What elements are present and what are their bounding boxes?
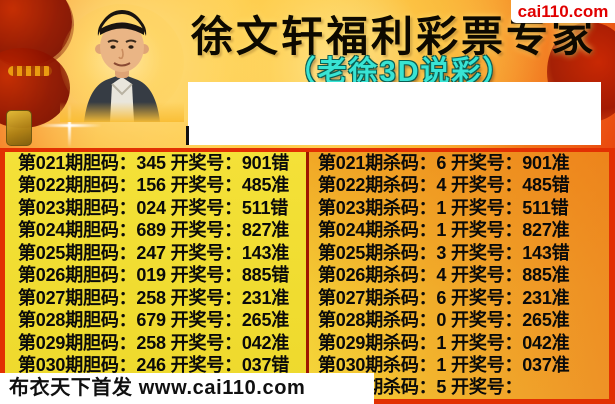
dan-code-row: 第022期胆码：156 开奖号：485准: [18, 175, 290, 196]
dan-code-row: 第030期胆码：246 开奖号：037错: [18, 354, 290, 375]
gold-ingot-decoration: [6, 110, 32, 146]
watermark-strip: 布衣天下首发 www.cai110.com: [0, 373, 374, 404]
dan-code-row: 第023期胆码：024 开奖号：511错: [18, 197, 289, 218]
kill-code-row: 第029期杀码：1 开奖号：042准: [318, 332, 570, 353]
kill-code-column: 第021期杀码：6 开奖号：901准 第022期杀码：4 开奖号：485错 第023…: [306, 152, 609, 399]
kill-code-row: 第024期杀码：1 开奖号：827准: [318, 220, 570, 241]
kill-code-row: 第021期杀码：6 开奖号：901准: [318, 153, 570, 173]
dan-code-row: 第028期胆码：679 开奖号：265准: [18, 310, 290, 331]
dan-code-row: 第021期胆码：345 开奖号：901错: [18, 153, 290, 173]
kill-code-row: 第025期杀码：3 开奖号：143错: [318, 242, 570, 263]
kill-code-row: 第030期杀码：1 开奖号：037准: [318, 354, 570, 375]
content-input-box[interactable]: [188, 82, 601, 145]
kill-code-row: 第027期杀码：6 开奖号：231准: [318, 287, 570, 308]
prediction-results-board: 第021期胆码：345 开奖号：901错 第022期胆码：156 开奖号：485准…: [0, 148, 615, 404]
kill-code-row: 第022期杀码：4 开奖号：485错: [318, 175, 570, 196]
dan-code-row: 第026期胆码：019 开奖号：885错: [18, 265, 290, 286]
dan-code-row: 第024期胆码：689 开奖号：827准: [18, 220, 290, 241]
kill-code-row: 第023期杀码：1 开奖号：511错: [318, 197, 569, 218]
kill-code-row: 第026期杀码：4 开奖号：885准: [318, 265, 570, 286]
site-domain-badge[interactable]: cai110.com: [511, 0, 615, 23]
dan-code-row: 第025期胆码：247 开奖号：143准: [18, 242, 290, 263]
dan-code-row: 第029期胆码：258 开奖号：042准: [18, 332, 290, 353]
text-cursor: [186, 126, 189, 145]
dan-code-column: 第021期胆码：345 开奖号：901错 第022期胆码：156 开奖号：485准…: [5, 152, 306, 399]
kill-code-row: 第028期杀码：0 开奖号：265准: [318, 310, 570, 331]
expert-portrait-photo: [60, 4, 184, 122]
dan-code-row: 第027期胆码：258 开奖号：231准: [18, 287, 290, 308]
